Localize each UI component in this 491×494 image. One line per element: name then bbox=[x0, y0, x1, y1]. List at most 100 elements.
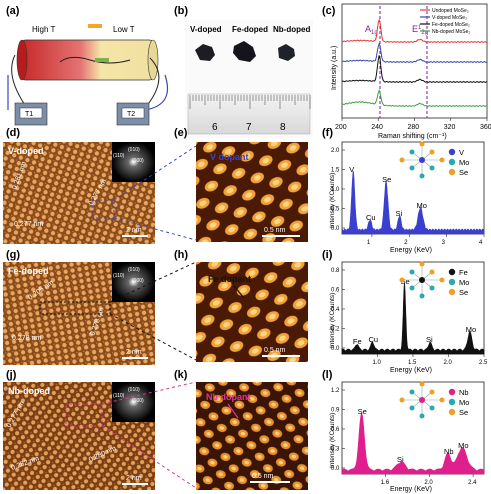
eds-ylabel-f: Intensity (KCounts) bbox=[329, 173, 336, 228]
furnace-tube bbox=[19, 39, 156, 81]
eds-legend-item: Nb bbox=[459, 388, 469, 397]
eds-ytick-label: 0.6 bbox=[331, 427, 340, 433]
raman-xtick-label: 320 bbox=[444, 124, 456, 131]
eds-legend-item: Mo bbox=[459, 278, 469, 287]
eds-spectrum bbox=[341, 170, 485, 235]
eds-peak-label: Si bbox=[397, 455, 404, 464]
eds-xtick-label: 2.5 bbox=[479, 360, 488, 366]
eds-peak-label: Mo bbox=[458, 441, 468, 450]
eds-peak-label: Si bbox=[396, 209, 403, 218]
eds-xtick-label: 4 bbox=[479, 240, 483, 246]
eds-peak-label: Cu bbox=[366, 213, 376, 222]
panel-a-furnace: (a) High T Low T T1 T2 bbox=[6, 5, 169, 126]
svg-text:(110): (110) bbox=[113, 153, 125, 159]
svg-text:(100): (100) bbox=[132, 158, 144, 164]
eds-ytick-label: 0.9 bbox=[331, 408, 340, 414]
eds-xtick-label: 1.6 bbox=[381, 480, 390, 486]
tube-left-end bbox=[16, 39, 28, 81]
crystal-fe bbox=[233, 41, 256, 62]
eds-peak-label: Mo bbox=[466, 325, 476, 334]
structure-atom bbox=[399, 397, 405, 403]
structure-atom bbox=[399, 157, 405, 163]
eds-xtick-label: 1.5 bbox=[408, 360, 417, 366]
panel-a-label: (a) bbox=[6, 5, 20, 17]
raman-xlabel: Raman shifting (cm⁻¹) bbox=[378, 133, 447, 140]
eds-xtick-label: 2 bbox=[404, 240, 408, 246]
structure-atom bbox=[399, 277, 405, 283]
svg-text:(010): (010) bbox=[128, 147, 140, 153]
e2g-label: E12g bbox=[412, 24, 428, 36]
structure-atom bbox=[419, 413, 425, 419]
raman-legend-item: V-doped MoSe₂ bbox=[432, 15, 467, 21]
eds-peak-label: V bbox=[349, 165, 354, 174]
eds-ytick-label: 0.2 bbox=[331, 327, 340, 333]
eds-legend-dot bbox=[448, 268, 456, 276]
substrate-wire bbox=[59, 56, 131, 64]
eds-peak-label: Cu bbox=[369, 335, 379, 344]
raman-xtick-label: 360 bbox=[480, 124, 491, 131]
eds-ytick-label: 0.3 bbox=[331, 447, 340, 453]
eds-xlabel-i: Energy (KeV) bbox=[390, 367, 432, 374]
structure-atom bbox=[419, 141, 425, 147]
eds-peak-label: Se bbox=[382, 175, 391, 184]
eds-ytick-label: 0.0 bbox=[331, 466, 340, 472]
eds-ytick-label: 1.2 bbox=[331, 388, 340, 394]
scale-text-g: 2 nm bbox=[126, 349, 142, 356]
eds-ylabel-l: Intensity (KCounts) bbox=[329, 413, 336, 468]
t2-label: T2 bbox=[127, 111, 135, 118]
panel-j-label: (j) bbox=[6, 369, 17, 381]
panel-e-stm: (e) V dopant 0.5 nm bbox=[174, 127, 308, 242]
panel-h-label: (h) bbox=[174, 249, 188, 261]
structure-atom bbox=[409, 285, 415, 291]
scale-text-j: 2 nm bbox=[126, 475, 142, 482]
eds-spectrum bbox=[341, 282, 485, 355]
eds-ytick-label: 1.0 bbox=[331, 187, 340, 193]
dopant-label-v: V dopant bbox=[210, 152, 249, 162]
raman-legend-item: Fe-doped MoSe₂ bbox=[432, 22, 470, 28]
low-t-label: Low T bbox=[113, 25, 135, 34]
svg-text:(010): (010) bbox=[128, 387, 140, 393]
panel-k-label: (k) bbox=[174, 369, 188, 381]
panel-f-label: (f) bbox=[322, 127, 333, 139]
eds-legend-dot bbox=[448, 408, 456, 416]
structure-atom bbox=[409, 269, 415, 275]
structure-atom bbox=[439, 277, 445, 283]
eds-legend-dot bbox=[448, 158, 456, 166]
scale-text-e: 0.5 nm bbox=[264, 227, 286, 234]
panel-f-eds: (f) Intensity (KCounts) Energy (KeV) 0.0… bbox=[322, 127, 485, 254]
t2-controller: T2 bbox=[116, 102, 150, 126]
eds-legend-item: V bbox=[459, 148, 464, 157]
raman-xtick-label: 200 bbox=[335, 124, 347, 131]
structure-atom bbox=[429, 405, 435, 411]
eds-ytick-label: 0.8 bbox=[331, 268, 340, 274]
svg-text:(110): (110) bbox=[113, 273, 125, 279]
d-spacing-g2: 0.278 nm bbox=[12, 335, 41, 342]
raman-ylabel: Intensity (a.u.) bbox=[331, 46, 338, 90]
structure-atom bbox=[409, 165, 415, 171]
structure-atom bbox=[409, 405, 415, 411]
svg-text:(100): (100) bbox=[132, 278, 144, 284]
eds-xtick-label: 2.0 bbox=[444, 360, 453, 366]
eds-legend-dot bbox=[448, 148, 456, 156]
eds-xtick-label: 2.4 bbox=[468, 480, 477, 486]
crystal-v bbox=[195, 44, 215, 61]
sample-label-v: V-doped bbox=[190, 25, 222, 34]
hrtem-title-nb: Nb-doped bbox=[8, 386, 50, 396]
structure-atom bbox=[409, 389, 415, 395]
svg-text:(100): (100) bbox=[132, 398, 144, 404]
svg-text:(110): (110) bbox=[113, 393, 125, 399]
fft-inset-v bbox=[112, 142, 155, 182]
eds-xlabel-f: Energy (KeV) bbox=[390, 247, 432, 254]
boat-marker bbox=[88, 24, 102, 28]
structure-atom bbox=[419, 381, 425, 387]
eds-peak-label: Se bbox=[358, 407, 367, 416]
dopant-label-nb: Nb dopant bbox=[206, 392, 251, 402]
eds-ytick-label: 1.5 bbox=[331, 168, 340, 174]
substrate bbox=[95, 58, 109, 62]
high-t-label: High T bbox=[32, 25, 56, 34]
ruler-num-6: 6 bbox=[212, 122, 218, 133]
panel-e-label: (e) bbox=[174, 127, 188, 139]
eds-legend-item: Se bbox=[459, 288, 468, 297]
raman-legend-item: Nb-doped MoSe₂ bbox=[432, 29, 470, 35]
